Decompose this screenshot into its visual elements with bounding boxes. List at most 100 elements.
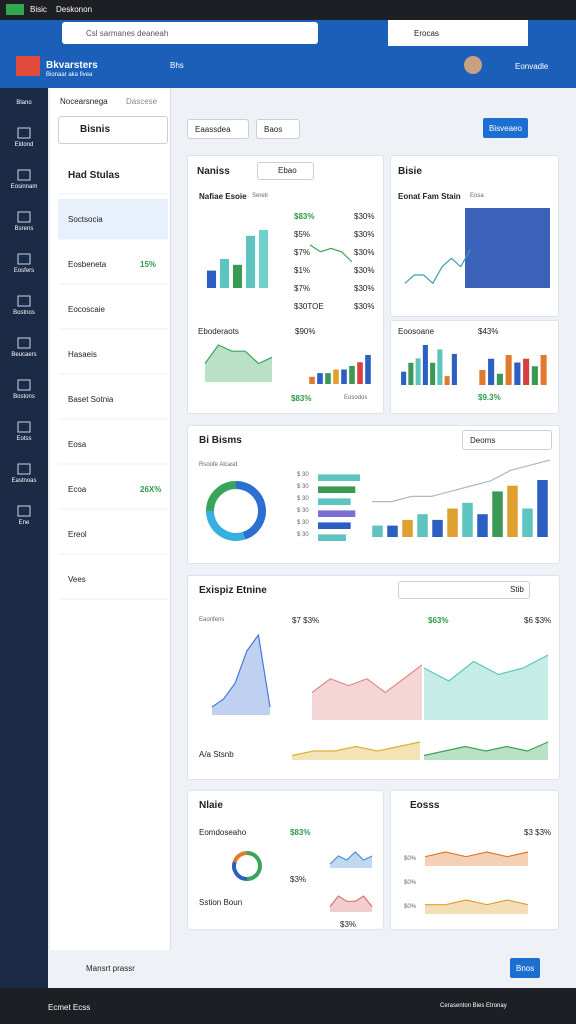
dropdown[interactable]: [462, 430, 552, 450]
area: [205, 345, 272, 382]
bar: [317, 373, 323, 384]
line: [329, 895, 373, 908]
bar: [531, 366, 538, 385]
row-label: $0%: [404, 856, 417, 862]
bar: [325, 373, 331, 384]
taskbar: [0, 988, 576, 1024]
os-bar: [0, 0, 576, 20]
stat: $1%: [294, 266, 311, 275]
card-subtitle: Eoosoane: [398, 327, 435, 336]
bar-label: $ 30: [297, 508, 309, 514]
bar: [477, 514, 488, 537]
bar: [540, 355, 547, 385]
stat: $83%: [291, 394, 312, 403]
bar: [318, 474, 360, 481]
nav-label: Blano: [16, 100, 32, 106]
range-text: Baos: [264, 125, 283, 134]
header-button[interactable]: Erocas: [414, 29, 439, 38]
bar: [219, 259, 230, 288]
range[interactable]: [256, 119, 300, 139]
nav-label: Eastnoas: [11, 478, 37, 484]
side-item: Ecoa: [68, 485, 87, 494]
area: [292, 742, 420, 760]
bar: [415, 358, 421, 385]
side-tab[interactable]: Dascese: [126, 97, 158, 106]
card: [390, 790, 559, 930]
bar: [318, 498, 351, 505]
line: [424, 851, 529, 858]
area: [212, 635, 270, 715]
bar: [309, 376, 315, 384]
area: [425, 900, 528, 914]
stat: $30%: [354, 230, 375, 239]
bar: [318, 522, 351, 529]
bar-label: $ 30: [297, 520, 309, 526]
nav-label: Eldond: [14, 142, 34, 148]
nav-label: Eotss: [16, 436, 32, 442]
dropdown-text: Deoms: [470, 436, 496, 445]
stat: $30%: [354, 248, 375, 257]
nav-icon: [17, 295, 31, 307]
row-label: $0%: [404, 904, 417, 910]
left-nav: [0, 88, 48, 988]
filter[interactable]: [187, 119, 249, 139]
dropdown-text: Ebao: [278, 166, 297, 175]
header-panel[interactable]: [388, 20, 528, 46]
side-item: Hasaeis: [68, 350, 97, 359]
stat: $63%: [428, 616, 449, 625]
tab[interactable]: Deskonon: [56, 5, 93, 14]
stat: $5%: [294, 230, 311, 239]
bar: [496, 373, 503, 385]
side-item: Baset Sotnia: [68, 395, 114, 404]
nav-icon: [17, 463, 31, 475]
bar: [451, 353, 457, 385]
bar: [417, 514, 428, 537]
user-name[interactable]: Eonvadle: [515, 62, 549, 71]
action-button[interactable]: [510, 958, 540, 978]
bar: [318, 510, 356, 517]
area: [312, 665, 422, 720]
card-subtitle: Sstion Boun: [199, 898, 243, 907]
bar: [365, 355, 371, 384]
stat: $83%: [290, 828, 311, 837]
stat: $30%: [354, 266, 375, 275]
bar: [522, 508, 533, 537]
photo: [465, 208, 550, 288]
nav-label: Eosfers: [13, 268, 35, 274]
card-subtitle: Eonat Fam Stain: [398, 192, 461, 201]
side-item: Ereol: [68, 530, 87, 539]
dropdown[interactable]: [257, 162, 314, 180]
stat: $30%: [354, 212, 375, 221]
line: [309, 244, 353, 263]
bar: [505, 355, 512, 385]
stat: $7%: [294, 284, 311, 293]
bar: [401, 371, 407, 385]
card-foot: A/a Stsnb: [199, 750, 234, 759]
brand: Bisic: [30, 5, 47, 14]
nav-icon: [17, 211, 31, 223]
stat: $3%: [340, 920, 357, 929]
line: [423, 654, 549, 682]
side-search[interactable]: [58, 116, 168, 144]
nav-link[interactable]: Bhs: [170, 61, 184, 70]
primary-button[interactable]: [483, 118, 528, 138]
nav-icon: [17, 253, 31, 265]
avatar: [464, 56, 482, 74]
line: [211, 633, 271, 708]
stat: $3%: [290, 875, 307, 884]
area: [330, 896, 372, 912]
bar: [387, 525, 398, 537]
line: [329, 851, 373, 865]
nav-icon: [17, 337, 31, 349]
side-footer[interactable]: Mansrt prassr: [86, 964, 135, 973]
side-item: Vees: [68, 575, 86, 584]
dropdown[interactable]: [398, 581, 530, 599]
card-title: Naniss: [197, 166, 230, 177]
search-box[interactable]: [62, 22, 318, 44]
stat: $6 $3%: [524, 616, 552, 625]
card-note: Eosa: [470, 193, 484, 199]
bar: [507, 485, 518, 537]
bar: [206, 270, 217, 288]
bar: [333, 369, 339, 384]
